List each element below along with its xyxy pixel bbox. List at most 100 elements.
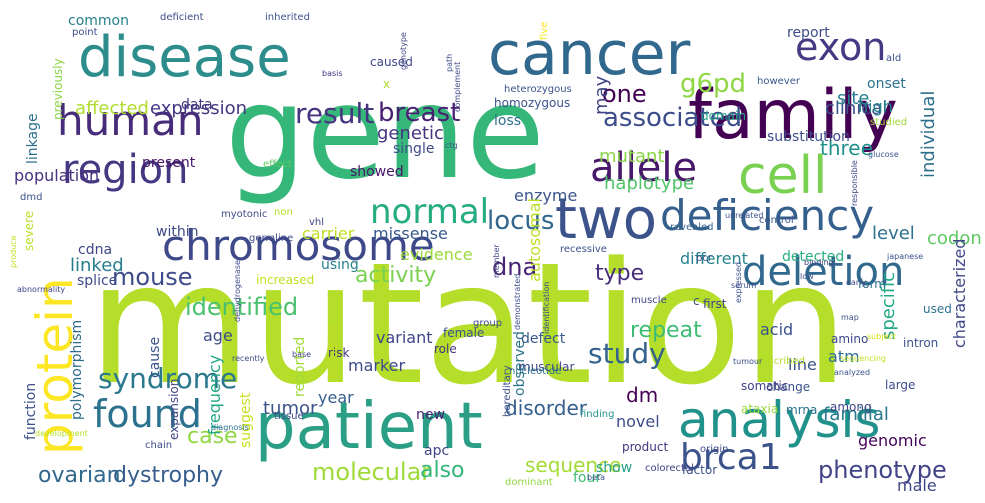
word-different: different [680, 249, 748, 268]
word-point: point [72, 27, 98, 38]
word-base: base [292, 350, 312, 359]
word-cancer: cancer [488, 19, 691, 89]
word-chain: chain [145, 440, 173, 451]
word-basis: basis [322, 69, 343, 78]
word-individual: individual [918, 90, 939, 178]
word-one: one [602, 80, 647, 108]
word-onset: onset [867, 76, 906, 92]
word-dehydrogenase: dehydrogenase [233, 260, 242, 322]
word-intron: intron [903, 336, 939, 350]
word-mrna: mrna [786, 403, 818, 417]
word-analyzed: analyzed [834, 368, 871, 377]
word-group: group [473, 318, 503, 329]
word-may: may [591, 75, 612, 115]
word-amino: amino [831, 332, 869, 346]
word-dystrophy: dystrophy [113, 463, 224, 488]
word-age: age [203, 326, 233, 345]
word-year: year [318, 388, 354, 407]
word-muscle: muscle [631, 295, 667, 306]
word-severe: severe [22, 210, 36, 251]
word-using: using [321, 257, 359, 273]
word-four: four [573, 470, 602, 486]
word-codon: codon [927, 228, 982, 249]
word-expression: expression [150, 98, 248, 119]
word-development: development [35, 429, 88, 438]
word-previously: previously [51, 58, 65, 120]
word-characterized: characterized [950, 238, 969, 348]
word-three: three [820, 136, 873, 160]
word-report: report [787, 25, 830, 41]
word-genotype: genotype [399, 32, 408, 70]
word-caused: caused [370, 55, 413, 69]
word-complement: complement [453, 61, 462, 112]
word-pcr: pcr [696, 253, 712, 264]
word-studied: studied [870, 117, 908, 128]
word-binding: binding [804, 258, 834, 267]
word-found: found [93, 392, 202, 436]
word-marker: marker [348, 356, 406, 375]
word-familial: familial [823, 404, 889, 425]
word-path: path [445, 53, 454, 72]
word-locus: locus [487, 206, 555, 236]
word-somatic: somatic [741, 379, 789, 393]
word-common: common [68, 13, 129, 29]
word-mutation: mutation [88, 226, 849, 422]
word-also: also [420, 458, 465, 483]
word-analysis: analysis [678, 391, 881, 449]
word-dominant: dominant [505, 477, 553, 488]
word-population: population [14, 166, 100, 185]
word-novel: novel [616, 412, 660, 431]
word-atm: atm [828, 347, 860, 366]
word-large: large [885, 378, 916, 392]
word-deletion: deletion [742, 249, 905, 295]
word-study: study [588, 337, 666, 370]
word-variant: variant [376, 328, 433, 347]
word-brca1: brca1 [680, 437, 782, 478]
word-change: change [766, 380, 811, 394]
word-deficiency: deficiency [660, 191, 875, 240]
word-ataxia: ataxia [741, 402, 779, 416]
word-allele: allele [590, 145, 698, 191]
word-phenotype: phenotype [818, 456, 947, 484]
word-germline: germline [249, 233, 294, 244]
word-factor: factor [682, 463, 718, 477]
word-member: member [492, 244, 501, 278]
word-data: data [181, 97, 213, 113]
word-used: used [923, 302, 952, 316]
word-myotonic: myotonic [221, 209, 268, 220]
word-revealed: revealed [670, 222, 714, 233]
word-breast: breast [378, 98, 461, 128]
word-g6pd: g6pd [680, 69, 747, 99]
word-increased: increased [256, 273, 315, 287]
word-first: first [703, 297, 727, 311]
word-polymorphism: polymorphism [69, 319, 85, 420]
word-genomic: genomic [858, 431, 927, 450]
word-result: result [295, 97, 375, 130]
word-showed: showed [350, 164, 404, 180]
word-family: family [688, 76, 898, 155]
word-vhl: vhl [309, 217, 325, 228]
word-ald: ald [886, 53, 902, 64]
word-described: described [756, 356, 805, 367]
word-evidence: evidence [400, 245, 473, 264]
word-site: site [837, 88, 870, 109]
word-male: male [897, 476, 937, 495]
word-homozygous: homozygous [494, 96, 571, 110]
word-region: region [62, 147, 189, 193]
word-detected: detected [782, 249, 845, 265]
word-tumor: tumor [263, 398, 318, 419]
word-inherited: inherited [265, 12, 310, 23]
word-including: including [326, 324, 340, 379]
word-c: c [693, 294, 700, 308]
word-finding: finding [580, 409, 615, 420]
word-new: new [416, 407, 445, 423]
word-recessive: recessive [560, 244, 607, 255]
word-disorder: disorder [505, 396, 588, 420]
word-sequencing: sequencing [840, 354, 886, 363]
word-demonstrated: demonstrated [513, 273, 522, 330]
word-normal: normal [370, 192, 490, 232]
word-disease: disease [78, 25, 291, 90]
word-form: form [858, 277, 886, 291]
word-deficient: deficient [160, 12, 204, 23]
word-cell: cell [738, 146, 828, 206]
